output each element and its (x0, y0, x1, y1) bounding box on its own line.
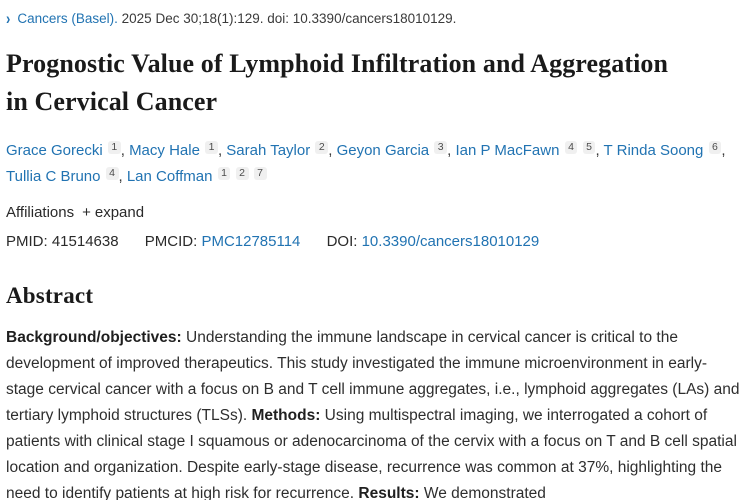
abstract-section-label: Methods: (251, 407, 321, 424)
pmid-value: 41514638 (51, 233, 119, 250)
author-affiliation-badge: 1 (205, 141, 218, 154)
author-separator: , (721, 142, 726, 159)
abstract-text: Using multispectral imaging, we interrog… (6, 407, 737, 500)
abstract-paragraph: Background/objectives: Understanding the… (6, 325, 742, 500)
author-link[interactable]: Geyon Garcia (336, 142, 430, 159)
author-separator: , (447, 142, 456, 159)
author-separator: , (120, 142, 130, 159)
author-link[interactable]: Grace Gorecki (6, 142, 103, 159)
author-separator: , (328, 142, 337, 159)
affiliations-expand-button[interactable]: + expand (82, 204, 144, 221)
abstract-section-label: Results: (358, 485, 420, 500)
author-affiliation-badge: 5 (582, 141, 596, 154)
author-link[interactable]: Sarah Taylor (226, 142, 311, 159)
pmcid-link[interactable]: PMC12785114 (201, 233, 301, 250)
identifiers-row: PMID: 41514638 PMCID: PMC12785114 DOI: 1… (6, 232, 742, 252)
abstract-section-label: Background/objectives: (6, 329, 182, 346)
author-affiliation-badge: 4 (564, 141, 578, 154)
pmcid-label: PMCID: (144, 233, 198, 250)
author-separator: , (118, 168, 127, 185)
doi-label: DOI: (326, 233, 358, 250)
affiliations-expand-label: expand (94, 204, 145, 221)
abstract-heading: Abstract (6, 283, 94, 308)
author-link[interactable]: Lan Coffman (126, 168, 213, 185)
affiliations-row: Affiliations + expand (6, 203, 742, 223)
author-affiliation-badge: 4 (105, 167, 119, 180)
author-affiliation-badge: 6 (708, 141, 722, 154)
author-separator: , (595, 142, 604, 159)
author-separator: , (217, 142, 227, 159)
journal-link[interactable]: Cancers (Basel). (17, 11, 118, 26)
author-link[interactable]: Tullia C Bruno (6, 168, 101, 185)
author-link[interactable]: T Rinda Soong (603, 142, 704, 159)
citation-line: › Cancers (Basel). 2025 Dec 30;18(1):129.… (6, 9, 742, 28)
abstract-text: We demonstrated (419, 485, 546, 500)
article-title: Prognostic Value of Lymphoid Infiltratio… (6, 49, 669, 116)
author-affiliation-badge: 7 (253, 167, 267, 180)
citation-details: 2025 Dec 30;18(1):129. doi: 10.3390/canc… (121, 11, 457, 26)
author-list: Grace Gorecki 1, Macy Hale 1, Sarah Tayl… (6, 138, 742, 190)
author-link[interactable]: Macy Hale (129, 142, 200, 159)
chevron-right-icon: › (6, 9, 11, 28)
author-affiliation-badge: 1 (107, 141, 121, 154)
author-affiliation-badge: 2 (315, 141, 329, 154)
doi-link[interactable]: 10.3390/cancers18010129 (361, 233, 540, 250)
pmid-group: PMID: 41514638 (6, 233, 119, 250)
author-affiliation-badge: 2 (235, 167, 249, 180)
pmcid-group: PMCID: PMC12785114 (145, 233, 301, 250)
abstract-text: Understanding the immune landscape in ce… (6, 329, 740, 424)
affiliations-label: Affiliations (6, 204, 75, 221)
plus-icon: + (82, 204, 91, 221)
author-affiliation-badge: 3 (434, 141, 448, 154)
pmid-label: PMID: (6, 233, 48, 250)
author-affiliation-badge: 1 (217, 167, 231, 180)
doi-group: DOI: 10.3390/cancers18010129 (327, 233, 540, 250)
author-link[interactable]: Ian P MacFawn (455, 142, 560, 159)
